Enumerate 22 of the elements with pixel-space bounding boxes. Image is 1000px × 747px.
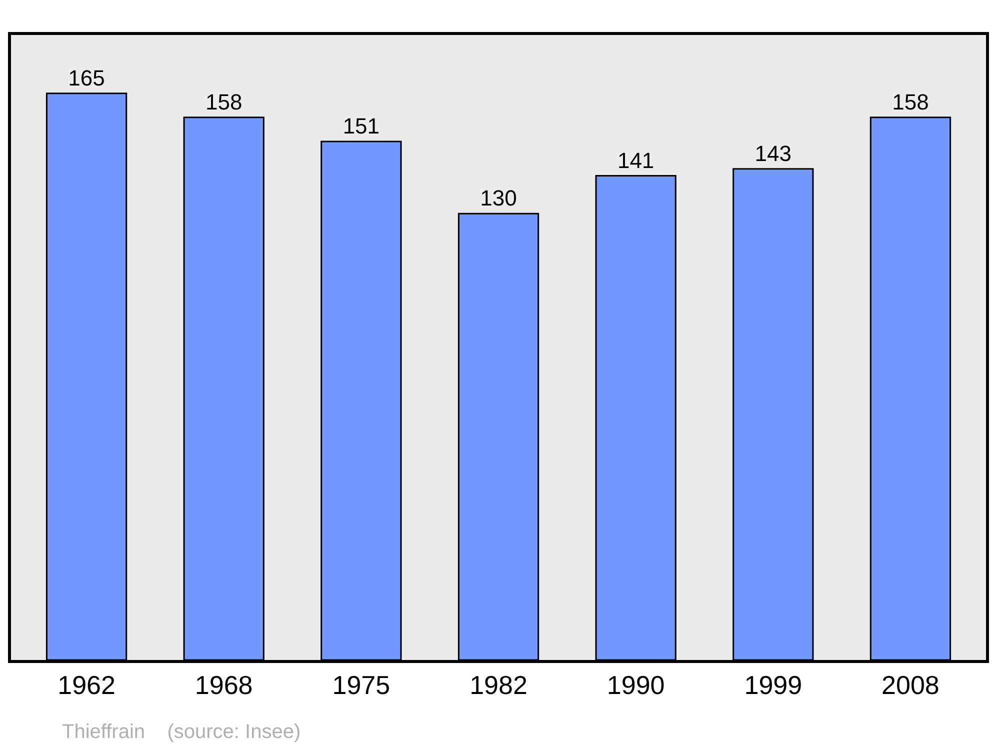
bar (46, 92, 128, 660)
x-tick-label: 1999 (744, 670, 802, 700)
x-tick-label: 1975 (332, 670, 390, 700)
x-tick-label: 1968 (194, 670, 253, 700)
data-label: 165 (68, 65, 105, 90)
bar (458, 212, 540, 660)
bar (320, 140, 402, 660)
data-label: 143 (754, 140, 792, 166)
data-label: 158 (205, 89, 242, 114)
data-label: 130 (480, 186, 517, 211)
data-label: 158 (892, 89, 929, 114)
bar (732, 168, 814, 660)
bar (183, 116, 264, 660)
x-tick-label: 1990 (606, 670, 665, 700)
data-label: 141 (617, 148, 654, 173)
text: Thieffrain (source: Insee) (62, 721, 301, 743)
bar (870, 116, 952, 660)
x-tick-label: 2008 (882, 670, 940, 700)
x-tick-label: 1982 (470, 670, 528, 700)
x-tick-label: 1962 (58, 670, 116, 700)
bar (595, 175, 676, 660)
data-label: 151 (342, 113, 380, 138)
